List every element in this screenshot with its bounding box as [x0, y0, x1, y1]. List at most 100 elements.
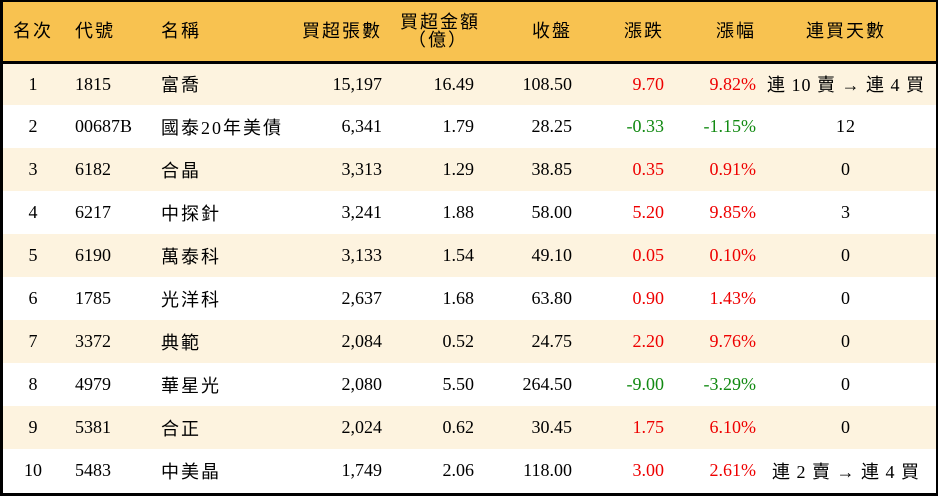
cell-close: 118.00	[523, 460, 572, 480]
header-rank: 名次	[3, 2, 63, 64]
cell-name: 富喬	[161, 75, 201, 96]
table-row: 2 00687B 國泰20年美債 6,341 1.79 28.25 -0.33 …	[3, 105, 936, 148]
cell-consecutive-days: 連 2 賣 → 連 4 買	[772, 461, 920, 482]
table-header-row: 名次 代號 名稱 買超張數 買超金額 （億） 收盤 漲跌 漲幅 連買天數	[3, 2, 936, 64]
cell-consecutive-days: 0	[841, 159, 851, 179]
cell-change-pct: 1.43%	[709, 288, 757, 308]
cell-code: 1815	[75, 73, 111, 94]
cell-close: 108.50	[522, 73, 573, 94]
table-row: 9 5381 合正 2,024 0.62 30.45 1.75 6.10% 0	[3, 406, 936, 449]
header-change: 漲跌	[572, 2, 664, 64]
cell-change: 9.70	[632, 73, 665, 94]
cell-name: 中美晶	[161, 461, 221, 482]
cell-net-buy-lots: 2,637	[341, 288, 383, 308]
cell-consecutive-days: 0	[841, 288, 851, 308]
table-row: 8 4979 華星光 2,080 5.50 264.50 -9.00 -3.29…	[3, 363, 936, 406]
cell-change: 3.00	[632, 460, 665, 480]
cell-code: 4979	[75, 374, 111, 394]
cell-rank: 8	[28, 374, 38, 394]
table-row: 4 6217 中探針 3,241 1.88 58.00 5.20 9.85% 3	[3, 191, 936, 234]
cell-change: 5.20	[632, 202, 665, 222]
cell-change-pct: 9.82%	[709, 73, 757, 94]
cell-consecutive-days: 0	[841, 374, 851, 394]
cell-name: 典範	[161, 332, 201, 353]
cell-net-buy-amount: 16.49	[433, 73, 475, 94]
cell-code: 3372	[75, 331, 111, 351]
cell-net-buy-amount: 1.79	[442, 116, 475, 136]
cell-rank: 9	[28, 417, 38, 437]
cell-net-buy-lots: 1,749	[341, 460, 383, 480]
cell-name: 中探針	[161, 203, 221, 224]
cell-change-pct: 2.61%	[709, 460, 757, 480]
table-row: 10 5483 中美晶 1,749 2.06 118.00 3.00 2.61%…	[3, 449, 936, 492]
cell-change-pct: 6.10%	[709, 417, 757, 437]
header-consecutive-days: 連買天數	[756, 2, 936, 64]
cell-rank: 6	[28, 288, 38, 308]
header-net-buy-lots: 買超張數	[279, 2, 382, 64]
cell-rank: 4	[28, 202, 38, 222]
cell-name: 國泰20年美債	[161, 117, 283, 138]
cell-consecutive-days: 3	[841, 202, 851, 222]
header-name: 名稱	[149, 2, 279, 64]
cell-consecutive-days: 12	[836, 116, 856, 136]
cell-close: 49.10	[531, 245, 573, 265]
cell-code: 6182	[75, 159, 111, 179]
cell-net-buy-amount: 1.88	[442, 202, 475, 222]
cell-net-buy-lots: 2,024	[341, 417, 383, 437]
cell-consecutive-days: 0	[841, 245, 851, 265]
cell-close: 38.85	[531, 159, 573, 179]
header-change-pct: 漲幅	[664, 2, 756, 64]
cell-code: 00687B	[75, 116, 133, 136]
cell-code: 5483	[75, 460, 111, 480]
header-net-buy-amount-line1: 買超金額	[400, 12, 480, 33]
header-code: 代號	[63, 2, 149, 64]
cell-change: 1.75	[632, 417, 665, 437]
cell-change-pct: 0.10%	[709, 245, 757, 265]
cell-close: 58.00	[531, 202, 573, 222]
cell-net-buy-amount: 0.62	[442, 417, 475, 437]
table-row: 6 1785 光洋科 2,637 1.68 63.80 0.90 1.43% 0	[3, 277, 936, 320]
cell-rank: 7	[28, 331, 38, 351]
cell-change-pct: 0.91%	[709, 159, 757, 179]
cell-consecutive-days: 連 10 賣 → 連 4 買	[767, 75, 925, 96]
cell-net-buy-amount: 1.54	[442, 245, 475, 265]
cell-change-pct: -3.29%	[703, 374, 757, 394]
cell-rank: 5	[28, 245, 38, 265]
cell-name: 光洋科	[161, 289, 221, 310]
cell-net-buy-amount: 1.68	[442, 288, 475, 308]
cell-code: 6190	[75, 245, 111, 265]
cell-name: 萬泰科	[161, 246, 221, 267]
cell-net-buy-lots: 3,241	[341, 202, 383, 222]
cell-net-buy-lots: 3,133	[341, 245, 383, 265]
cell-code: 1785	[75, 288, 111, 308]
cell-rank: 1	[28, 73, 38, 94]
cell-close: 24.75	[531, 331, 573, 351]
cell-close: 30.45	[531, 417, 573, 437]
cell-change: 0.35	[632, 159, 665, 179]
cell-name: 合正	[161, 418, 201, 439]
cell-change: -0.33	[626, 116, 665, 136]
table-row: 7 3372 典範 2,084 0.52 24.75 2.20 9.76% 0	[3, 320, 936, 363]
cell-net-buy-lots: 3,313	[341, 159, 383, 179]
cell-change: 0.05	[632, 245, 665, 265]
cell-code: 6217	[75, 202, 111, 222]
cell-net-buy-lots: 2,080	[341, 374, 383, 394]
cell-code: 5381	[75, 417, 111, 437]
header-close: 收盤	[480, 2, 572, 64]
cell-net-buy-lots: 15,197	[332, 73, 383, 94]
cell-net-buy-amount: 2.06	[442, 460, 475, 480]
cell-change: 0.90	[632, 288, 665, 308]
cell-rank: 10	[24, 460, 42, 480]
cell-change: 2.20	[632, 331, 665, 351]
cell-change-pct: 9.76%	[709, 331, 757, 351]
cell-net-buy-amount: 1.29	[442, 159, 475, 179]
cell-change: -9.00	[626, 374, 665, 394]
cell-name: 華星光	[161, 375, 221, 396]
header-net-buy-amount: 買超金額 （億）	[382, 2, 480, 64]
cell-net-buy-lots: 6,341	[341, 116, 383, 136]
cell-consecutive-days: 0	[841, 331, 851, 351]
cell-close: 63.80	[531, 288, 573, 308]
cell-rank: 2	[28, 116, 38, 136]
cell-change-pct: 9.85%	[709, 202, 757, 222]
